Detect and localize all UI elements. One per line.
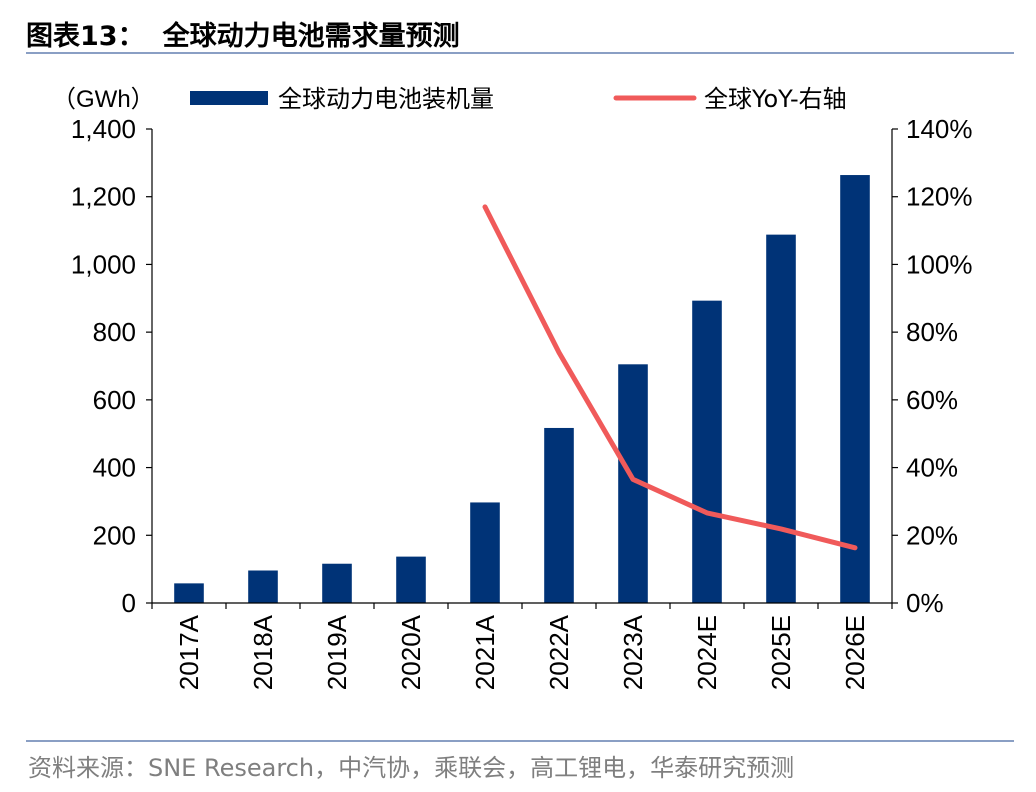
title-divider <box>26 52 1014 54</box>
bar-series <box>174 175 870 604</box>
right-axis-tick-label: 140% <box>906 114 973 144</box>
x-axis-tick-label: 2021A <box>470 614 500 690</box>
x-axis-tick-label: 2018A <box>248 614 278 690</box>
x-axis-tick-label: 2023A <box>618 614 648 690</box>
bar-2026E <box>840 175 870 603</box>
left-axis-tick-label: 400 <box>93 453 136 483</box>
left-axis-tick-label: 0 <box>122 588 136 618</box>
bar-2024E <box>692 300 722 603</box>
chart: （GWh） 全球动力电池装机量 全球YoY-右轴 0 200 400 600 800 1,… <box>52 85 973 690</box>
x-axis-tick-label: 2024E <box>692 615 722 690</box>
x-axis-tick-label: 2025E <box>766 615 796 690</box>
left-axis-tick-label: 1,200 <box>71 182 136 212</box>
figure-number: 图表13： <box>26 21 145 52</box>
left-axis-tick-label: 800 <box>93 317 136 347</box>
right-axis-tick-label: 0% <box>906 588 944 618</box>
left-axis-tick-label: 200 <box>93 520 136 550</box>
x-axis-tick-label: 2022A <box>544 614 574 690</box>
yoy-line <box>482 204 858 551</box>
legend-bar-label: 全球动力电池装机量 <box>278 85 494 113</box>
left-axis-unit-label: （GWh） <box>52 86 155 113</box>
source-note: 资料来源：SNE Research，中汽协，乘联会，高工锂电，华泰研究预测 <box>28 754 795 782</box>
x-axis-tick-label: 2017A <box>174 614 204 690</box>
bar-2018A <box>248 570 278 603</box>
right-axis-tick-label: 20% <box>906 520 958 550</box>
right-axis-tick-label: 100% <box>906 249 973 279</box>
right-axis-tick-label: 40% <box>906 453 958 483</box>
line-series <box>482 204 858 551</box>
bar-2017A <box>174 583 204 603</box>
right-axis: 0% 20% 40% 60% 80% 100% 120% 140% <box>891 114 973 618</box>
left-axis-tick-label: 1,400 <box>71 114 136 144</box>
right-axis-tick-label: 120% <box>906 182 973 212</box>
legend: （GWh） 全球动力电池装机量 全球YoY-右轴 <box>52 85 847 113</box>
right-axis-tick-label: 80% <box>906 317 958 347</box>
bar-2019A <box>322 563 352 603</box>
bar-2025E <box>766 234 796 604</box>
footer-divider <box>26 740 1014 742</box>
left-axis-tick-label: 1,000 <box>71 249 136 279</box>
left-axis: 0 200 400 600 800 1,000 1,200 1,400 <box>71 114 153 618</box>
x-axis-tick-label: 2020A <box>396 614 426 690</box>
x-axis: 2017A 2018A 2019A 2020A 2021A 2022A 2023A 2024E… <box>151 602 893 690</box>
bar-2020A <box>396 556 426 603</box>
chart-title: 全球动力电池需求量预测 <box>162 21 460 52</box>
legend-bar-swatch <box>190 91 268 105</box>
page-title: 图表13： 全球动力电池需求量预测 <box>26 14 460 53</box>
x-axis-tick-label: 2019A <box>322 614 352 690</box>
right-axis-tick-label: 60% <box>906 385 958 415</box>
bar-2022A <box>544 427 574 603</box>
x-axis-tick-label: 2026E <box>840 615 870 690</box>
bar-2021A <box>470 502 500 603</box>
legend-line-label: 全球YoY-右轴 <box>704 85 847 113</box>
left-axis-tick-label: 600 <box>93 385 136 415</box>
